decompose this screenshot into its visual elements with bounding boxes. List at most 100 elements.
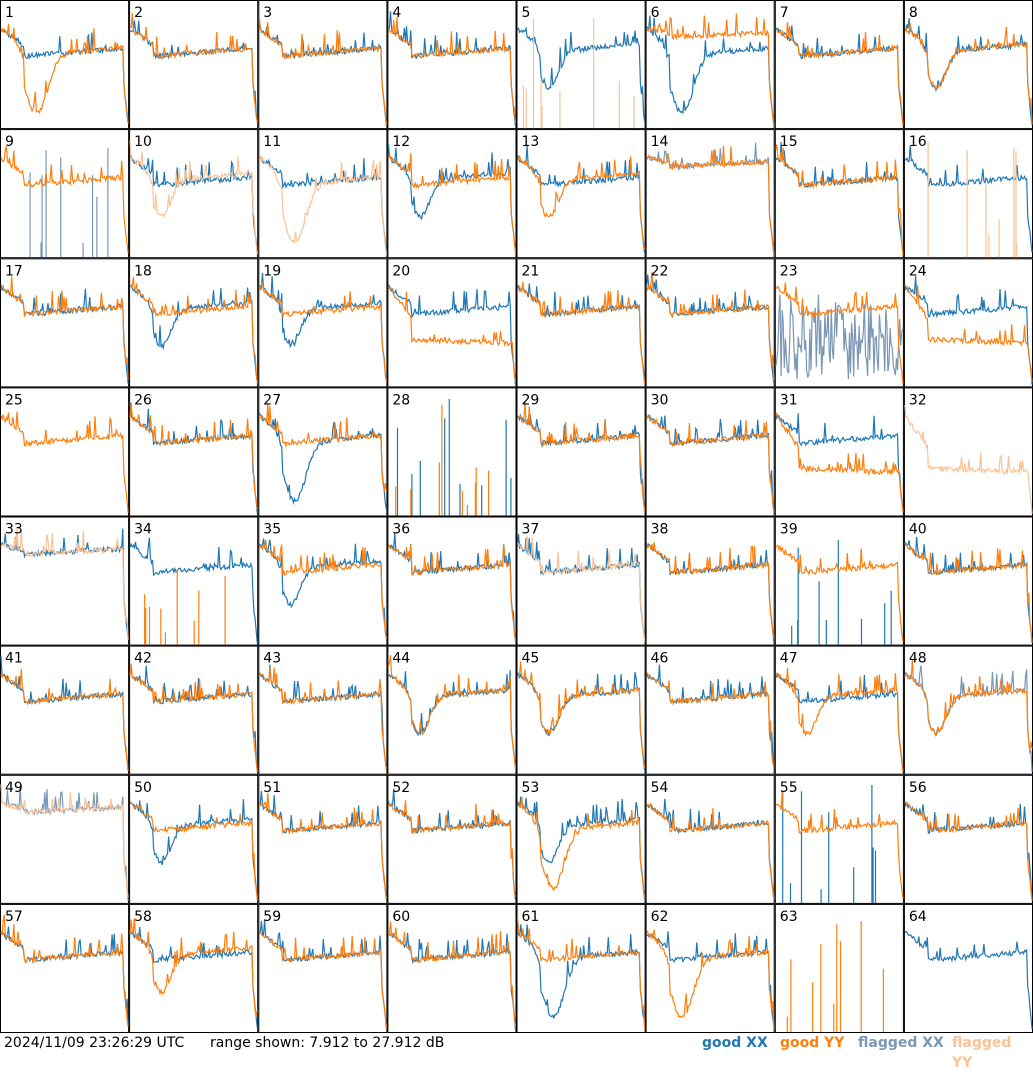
panel-label: 50 — [134, 780, 152, 796]
panel-label: 41 — [5, 651, 23, 667]
panel-5: 5 — [516, 0, 646, 130]
series-xx — [387, 144, 517, 252]
panel-frame — [645, 774, 775, 904]
series-xx — [646, 798, 775, 898]
series-yy — [522, 18, 635, 129]
panel-label: 47 — [780, 651, 798, 667]
series-yy — [517, 661, 646, 768]
panel-label: 53 — [522, 780, 540, 796]
panel-label: 64 — [909, 909, 927, 925]
series-yy — [258, 17, 387, 125]
panel-43: 43 — [258, 645, 388, 775]
panel-frame — [903, 0, 1033, 130]
panel-label: 32 — [909, 392, 927, 408]
panel-label: 63 — [780, 909, 798, 925]
panel-50: 50 — [129, 774, 259, 904]
panel-34: 34 — [129, 516, 259, 646]
series-yy — [395, 404, 490, 516]
panel-53: 53 — [516, 774, 646, 904]
panel-frame — [387, 387, 517, 517]
panel-label: 28 — [392, 392, 410, 408]
panel-36: 36 — [387, 516, 517, 646]
series-xx — [258, 155, 387, 253]
panel-label: 29 — [522, 392, 540, 408]
series-yy — [129, 663, 258, 773]
series-xx — [646, 274, 775, 384]
panel-label: 18 — [134, 263, 152, 279]
series-xx — [775, 25, 904, 124]
panel-label: 11 — [263, 134, 281, 150]
series-xx — [387, 283, 517, 385]
series-yy — [388, 16, 517, 123]
series-xx — [387, 931, 517, 1030]
series-xx — [904, 275, 1033, 385]
panel-frame — [516, 903, 646, 1033]
panel-4: 4 — [387, 0, 517, 130]
panel-label: 23 — [780, 263, 798, 279]
panel-35: 35 — [258, 516, 388, 646]
series-xx — [646, 15, 775, 126]
series-yy — [129, 140, 258, 254]
panel-label: 27 — [263, 392, 281, 408]
panel-37: 37 — [516, 516, 646, 646]
series-xx — [129, 927, 258, 1029]
legend-flagged-yy: flagged YY — [952, 1035, 1012, 1071]
panel-39: 39 — [774, 516, 904, 646]
series-xx — [0, 786, 129, 902]
series-yy — [775, 791, 904, 899]
panel-label: 5 — [522, 5, 531, 21]
series-xx — [904, 800, 1033, 899]
series-yy — [904, 801, 1033, 901]
series-yy — [646, 802, 775, 899]
panel-frame — [774, 0, 904, 130]
series-yy — [646, 929, 775, 1030]
series-yy — [258, 282, 387, 382]
series-yy — [775, 22, 904, 126]
panel-label: 40 — [909, 522, 927, 538]
panel-13: 13 — [516, 129, 646, 259]
series-yy — [258, 539, 387, 639]
series-xx — [775, 142, 904, 253]
series-yy — [388, 286, 517, 382]
series-yy — [0, 276, 129, 381]
panel-label: 21 — [522, 263, 540, 279]
series-xx — [517, 26, 646, 122]
series-xx — [775, 413, 904, 511]
panel-label: 39 — [780, 522, 798, 538]
panel-20: 20 — [387, 258, 517, 388]
panel-42: 42 — [129, 645, 259, 775]
series-yy — [646, 145, 775, 255]
panel-frame — [774, 903, 904, 1033]
series-xx — [0, 528, 129, 639]
series-xx — [388, 533, 517, 643]
series-yy — [904, 404, 1033, 514]
panel-58: 58 — [129, 903, 259, 1033]
panel-frame — [516, 387, 646, 517]
panel-frame — [387, 0, 517, 130]
series-yy — [129, 276, 258, 384]
panel-26: 26 — [129, 387, 259, 517]
panel-54: 54 — [645, 774, 775, 904]
panel-label: 57 — [5, 909, 23, 925]
panel-frame — [516, 516, 646, 646]
series-yy — [258, 667, 387, 769]
panel-25: 25 — [0, 387, 130, 517]
series-xx — [775, 672, 904, 772]
panel-frame — [774, 645, 904, 775]
panel-label: 8 — [909, 5, 918, 21]
panel-frame — [0, 258, 130, 388]
panel-label: 4 — [392, 5, 401, 21]
series-xx — [129, 537, 258, 644]
series-yy — [517, 402, 646, 511]
panel-label: 37 — [522, 522, 540, 538]
panel-frame — [129, 129, 259, 259]
panel-label: 56 — [909, 780, 927, 796]
panel-frame — [516, 0, 646, 130]
panel-label: 38 — [651, 522, 669, 538]
panel-62: 62 — [645, 903, 775, 1033]
panel-8: 8 — [903, 0, 1033, 130]
series-yy — [927, 142, 1018, 258]
panel-label: 59 — [263, 909, 281, 925]
panel-frame — [0, 645, 130, 775]
panel-label: 60 — [392, 909, 410, 925]
